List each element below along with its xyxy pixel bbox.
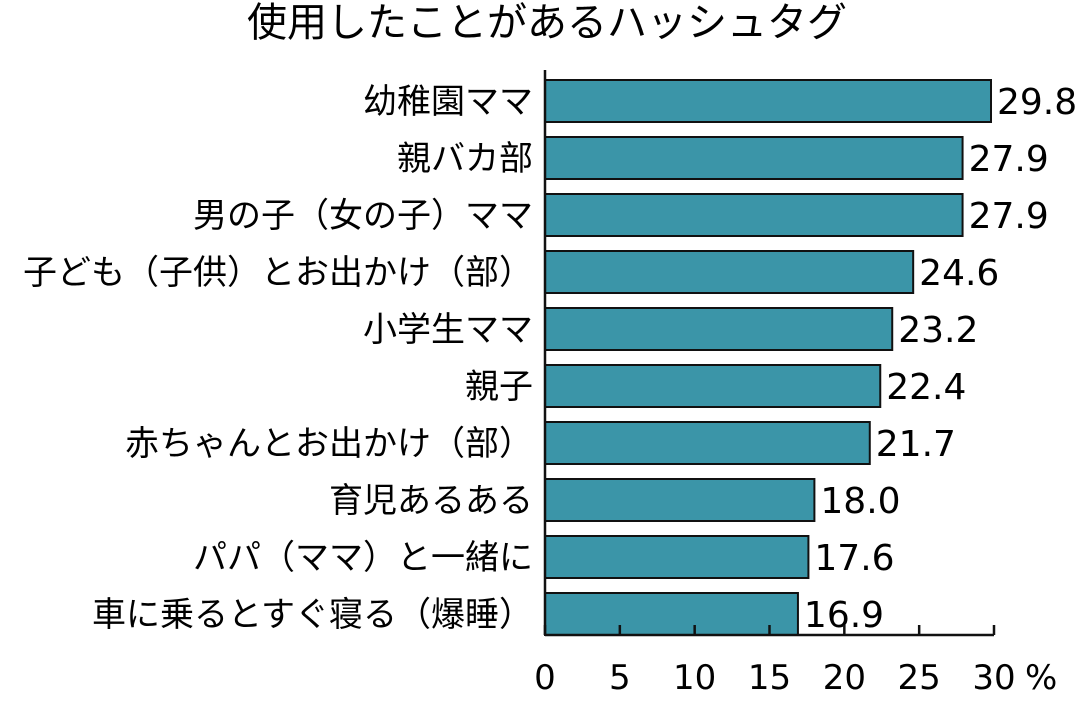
value-label: 23.2 [898,310,978,351]
category-label: 親子 [465,367,533,407]
value-label: 29.8 [997,82,1077,123]
bar [544,307,894,351]
value-label: 21.7 [876,424,956,465]
x-tick-label: 15 [748,658,791,698]
bar [544,136,964,180]
bar [544,421,871,465]
x-axis-unit: % [1025,658,1057,698]
category-label: 男の子（女の子）ママ [193,196,533,236]
category-label: 育児あるある [329,481,533,521]
bar [544,592,799,636]
bar [544,535,810,579]
bar [544,193,964,237]
chart-title: 使用したことがあるハッシュタグ [247,0,847,46]
category-label: 幼稚園ママ [363,82,533,122]
value-label: 24.6 [919,253,999,294]
category-label: 車に乗るとすぐ寝る（爆睡） [92,595,533,635]
bar [544,250,915,294]
value-label: 17.6 [814,538,894,579]
bar [544,478,816,522]
x-tick-label: 20 [823,658,866,698]
bar [544,364,882,408]
x-tick-label: 0 [534,658,556,698]
x-tick-label: 30 [972,658,1015,698]
value-label: 22.4 [886,367,966,408]
value-label: 18.0 [820,481,900,522]
x-tick-label: 25 [898,658,941,698]
x-tick-label: 5 [609,658,631,698]
bar [544,79,993,123]
x-tick-label: 10 [673,658,716,698]
category-label: 赤ちゃんとお出かけ（部） [125,424,533,464]
value-label: 27.9 [969,196,1049,237]
category-label: 小学生ママ [363,310,533,350]
category-label: 親バカ部 [397,139,533,179]
value-label: 27.9 [969,139,1049,180]
category-label: パパ（ママ）と一緒に [193,538,533,578]
category-label: 子ども（子供）とお出かけ（部） [23,253,533,293]
